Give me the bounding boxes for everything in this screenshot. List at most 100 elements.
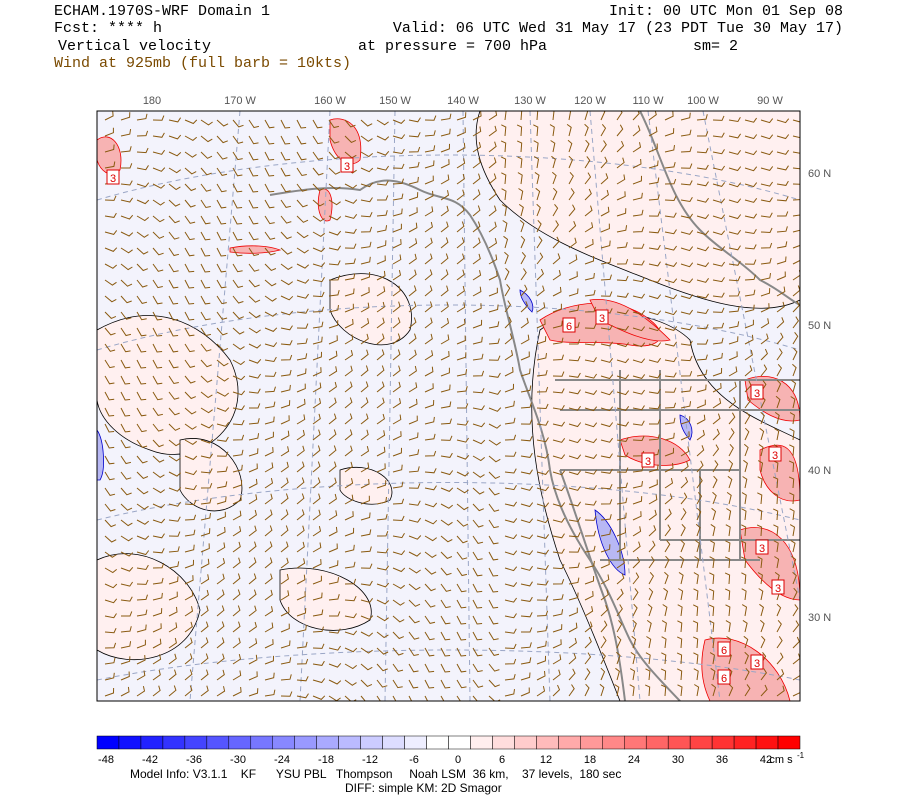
- valid-time: Valid: 06 UTC Wed 31 May 17 (23 PDT Tue …: [393, 20, 843, 37]
- colorbar-swatch: [404, 735, 427, 750]
- longitude-label: 100 W: [687, 95, 719, 107]
- contour-label: 3: [599, 313, 605, 325]
- contour-label: 6: [721, 645, 727, 657]
- contour-label-box: [717, 641, 731, 657]
- latitude-label: 40 N: [808, 465, 831, 477]
- colorbar-swatch: [338, 735, 361, 750]
- colorbar-swatch: [118, 735, 142, 750]
- contour-label: 3: [759, 543, 765, 555]
- colorbar-label: -6: [409, 754, 419, 766]
- colorbar-swatch: [777, 735, 801, 750]
- diff-info: DIFF: simple KM: 2D Smagor: [345, 781, 502, 795]
- colorbar-swatch: [316, 735, 339, 750]
- colorbar-label: -18: [318, 754, 334, 766]
- longitude-label: 110 W: [633, 95, 665, 107]
- colorbar-label: 0: [455, 754, 461, 766]
- colorbar-unit: cm s: [769, 754, 793, 766]
- contour-label-box: [562, 317, 576, 333]
- contour-label-box: [641, 452, 655, 468]
- colorbar-swatch: [667, 735, 691, 750]
- contour-label: 3: [754, 388, 760, 400]
- latitude-label: 50 N: [808, 320, 831, 332]
- contour-label-box: [768, 446, 782, 462]
- colorbar-swatch: [514, 735, 537, 750]
- contour-label: 6: [721, 673, 727, 685]
- contour-label-box: [595, 309, 609, 325]
- pressure-level: at pressure = 700 hPa: [358, 38, 547, 55]
- contour-label-box: [750, 654, 764, 670]
- latitude-label: 60 N: [808, 168, 831, 180]
- contour-label: 6: [566, 321, 572, 333]
- field-name: Vertical velocity: [58, 38, 211, 55]
- colorbar-label: 42: [760, 754, 772, 766]
- colorbar-label: 24: [628, 754, 640, 766]
- colorbar-swatch: [228, 735, 252, 750]
- colorbar-label: 30: [672, 754, 684, 766]
- smoothing: sm= 2: [693, 38, 738, 55]
- map-frame: [96, 110, 801, 702]
- contour-label-box: [755, 539, 769, 555]
- contour-label-box: [717, 669, 731, 685]
- colorbar-swatch: [140, 735, 164, 750]
- colorbar-swatch: [426, 735, 449, 750]
- colorbar-swatch: [250, 735, 273, 750]
- colorbar-swatch: [448, 735, 471, 750]
- contour-label-box: [106, 169, 120, 185]
- colorbar-label: -42: [142, 754, 158, 766]
- geo-labels: 180 170 W 160 W 150 W 140 W 130 W 120 W 110 W 10…: [143, 95, 831, 624]
- colorbar-label: -30: [230, 754, 246, 766]
- colorbar-swatch: [470, 735, 493, 750]
- contour-label-box: [771, 579, 785, 595]
- contour-label-box: [750, 384, 764, 400]
- colorbar-label: 12: [540, 754, 552, 766]
- colorbar-swatch: [733, 735, 757, 750]
- init-time: Init: 00 UTC Mon 01 Sep 08: [609, 3, 843, 20]
- colorbar-label: -24: [274, 754, 290, 766]
- contour-label: 3: [772, 450, 778, 462]
- colorbar-swatch: [624, 735, 647, 750]
- colorbar-swatch: [272, 735, 295, 750]
- longitude-label: 130 W: [514, 95, 546, 107]
- colorbar-swatch: [162, 735, 186, 750]
- colorbar-label: 36: [716, 754, 728, 766]
- map: 3 3 6 3 3 3 3 3 3 6 3 6: [97, 111, 800, 701]
- contour-label: 3: [754, 658, 760, 670]
- colorbar-swatch: [184, 735, 208, 750]
- colorbar-swatch: [755, 735, 779, 750]
- contour-label: 3: [775, 583, 781, 595]
- title: ECHAM.1970S-WRF Domain 1: [54, 3, 270, 20]
- contour-label: 3: [110, 173, 116, 185]
- colorbar-label: -12: [362, 754, 378, 766]
- coastlines: [269, 111, 800, 701]
- colorbar-swatch: [689, 735, 713, 750]
- colorbar: -48 -42 -36 -30 -24 -18 -12 -6 0 6 12 18 24 30 36 42cm …: [96, 735, 805, 766]
- colorbar-swatch: [96, 735, 120, 750]
- longitude-label: 90 W: [757, 95, 783, 107]
- colorbar-swatch: [580, 735, 603, 750]
- graticule: [97, 111, 800, 701]
- colorbar-swatch: [602, 735, 625, 750]
- colorbar-swatch: [536, 735, 559, 750]
- colorbar-swatch: [645, 735, 669, 750]
- contour-label: 3: [344, 161, 350, 173]
- colorbar-label: 18: [584, 754, 596, 766]
- colorbar-swatch: [206, 735, 230, 750]
- colorbar-label: 6: [499, 754, 505, 766]
- wind-note: Wind at 925mb (full barb = 10kts): [54, 55, 351, 72]
- colorbar-swatch: [382, 735, 405, 750]
- colorbar-swatch: [558, 735, 581, 750]
- contour-label-box: [340, 157, 354, 173]
- colorbar-unit-exponent: -1: [797, 751, 805, 760]
- longitude-label: 120 W: [574, 95, 606, 107]
- colorbar-swatch: [360, 735, 383, 750]
- colorbar-label: -36: [186, 754, 202, 766]
- colorbar-swatch: [711, 735, 735, 750]
- longitude-label: 150 W: [379, 95, 411, 107]
- longitude-label: 170 W: [224, 95, 256, 107]
- barb-field: [104, 111, 800, 701]
- forecast: Fcst: **** h: [54, 20, 162, 37]
- colorbar-label: -48: [98, 754, 114, 766]
- model-info: Model Info: V3.1.1 KF YSU PBL Thompson N…: [130, 767, 621, 781]
